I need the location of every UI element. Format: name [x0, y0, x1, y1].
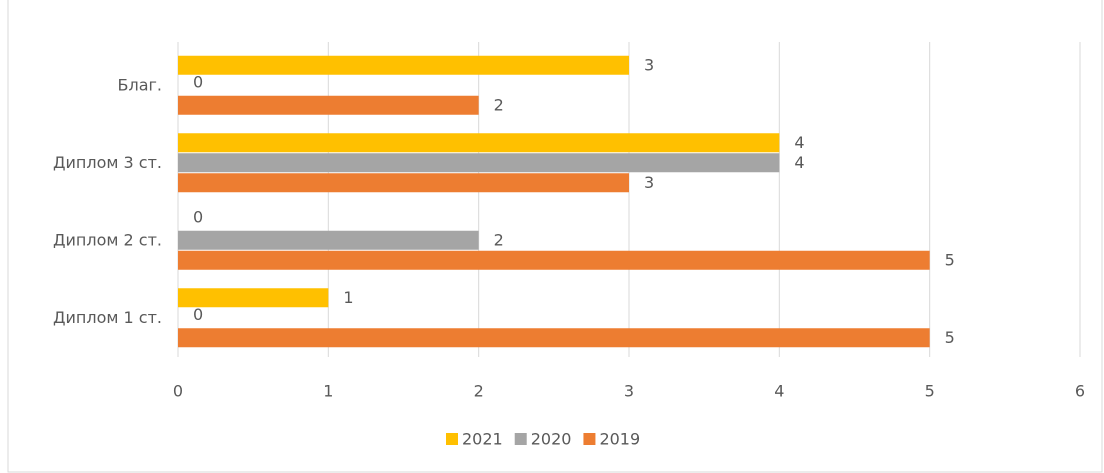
data-label: 0 [193, 207, 203, 226]
data-label: 3 [644, 55, 654, 74]
legend-swatch [583, 433, 596, 445]
bar [178, 250, 930, 270]
bar [178, 133, 780, 153]
data-label: 0 [193, 72, 203, 91]
x-tick-label: 1 [323, 382, 333, 401]
legend-swatch [514, 433, 527, 445]
x-tick-label: 0 [173, 382, 183, 401]
bar [178, 95, 479, 115]
x-tick-label: 2 [474, 382, 484, 401]
x-tick-label: 6 [1075, 382, 1085, 401]
bar [178, 153, 780, 173]
y-tick-label: Диплом 3 ст. [53, 153, 162, 172]
bar [178, 288, 329, 308]
bar [178, 55, 629, 75]
x-tick-label: 4 [774, 382, 784, 401]
data-label: 2 [494, 95, 504, 114]
y-tick-label: Благ. [118, 75, 163, 94]
data-label: 4 [794, 133, 804, 152]
y-tick-label: Диплом 2 ст. [53, 230, 162, 249]
bar [178, 328, 930, 348]
legend-swatch [446, 433, 458, 445]
data-label: 2 [494, 230, 504, 249]
data-label: 5 [945, 250, 955, 269]
data-label: 5 [945, 328, 955, 347]
legend-label: 2019 [599, 430, 640, 449]
x-tick-label: 3 [624, 382, 634, 401]
data-label: 3 [644, 173, 654, 192]
x-tick-label: 5 [925, 382, 935, 401]
y-tick-label: Диплом 1 ст. [53, 308, 162, 327]
data-label: 0 [193, 305, 203, 324]
bar [178, 230, 479, 250]
chart-frame [7, 0, 1103, 473]
data-label: 1 [343, 288, 353, 307]
legend-label: 2021 [462, 430, 503, 449]
bar [178, 173, 629, 193]
legend-label: 2020 [531, 430, 572, 449]
data-label: 4 [794, 153, 804, 172]
